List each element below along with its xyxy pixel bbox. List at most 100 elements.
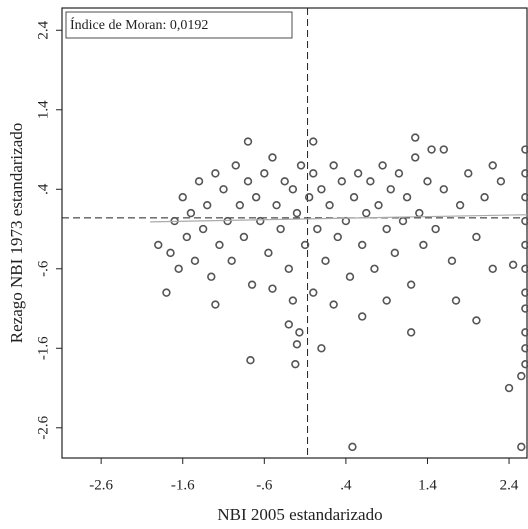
point [295,328,304,337]
point [348,442,357,452]
point [321,256,330,266]
point [521,169,528,178]
y-tick-label: -.6 [35,260,51,277]
point [272,200,281,210]
point [235,200,245,210]
point [521,304,528,313]
point [211,300,220,309]
point [288,185,298,194]
point [508,260,518,270]
point [247,280,257,289]
point [194,177,204,186]
point [349,193,359,202]
point [246,356,255,365]
point [178,193,187,202]
point [317,185,326,194]
point [521,216,528,226]
x-tick-label: -.6 [256,477,273,493]
point [300,240,310,250]
point [374,200,383,210]
point [398,216,408,226]
point [288,296,298,305]
x-tick-label: .4 [340,477,352,493]
point [406,328,416,337]
point [292,208,302,218]
point [402,193,412,202]
point [455,200,465,210]
point [447,256,457,266]
point [431,224,440,234]
y-axis-title: Rezago NBI 1973 estandarizado [7,123,26,343]
point [521,240,528,250]
point [313,224,322,234]
point [386,185,395,194]
point [304,193,314,202]
point [223,216,232,226]
point [504,383,514,393]
point [256,216,265,226]
point [488,264,497,273]
point [439,185,448,194]
point [291,359,300,369]
point [162,288,171,297]
point [243,137,253,146]
point [284,264,293,273]
point [207,272,216,281]
point [284,320,293,329]
point [309,169,318,178]
point [198,224,208,234]
point [296,161,306,170]
point [182,232,192,242]
point [370,264,379,273]
point [211,169,220,178]
point [227,256,236,266]
point [186,208,196,218]
point [488,161,497,170]
point [394,169,404,178]
annotation: Índice de Moran: 0,0192 [70,16,208,33]
point [480,193,489,202]
point [251,193,261,202]
point [358,240,367,250]
point [358,312,367,321]
y-tick-label: -2.6 [35,415,51,439]
point [333,232,342,242]
point [472,232,481,242]
point [260,169,269,178]
point [268,153,277,162]
point [264,248,273,258]
point [464,169,473,178]
plot-frame [61,7,528,459]
y-tick-label: 1.4 [35,100,51,119]
x-tick-label: 1.4 [418,477,437,493]
point [317,344,326,353]
point [419,240,428,250]
point [472,316,481,325]
point [203,200,212,210]
point [521,344,528,353]
point [390,248,400,258]
point [268,284,277,293]
point [154,240,163,250]
point [382,296,391,305]
point [378,161,387,170]
point [517,442,526,452]
point [423,177,432,186]
point [366,177,375,186]
x-tick-label: 2.4 [500,477,519,493]
point [362,208,371,218]
point [411,133,420,142]
point [415,208,424,218]
annotation-box [65,11,293,39]
point [451,296,461,305]
point [521,359,528,369]
x-tick-label: -2.6 [89,477,113,493]
fit-line [150,214,528,223]
y-tick-label: 2.4 [35,20,51,39]
point [345,272,355,281]
point [427,145,436,154]
point [329,300,338,309]
x-tick-label: -1.6 [171,477,195,493]
point [215,240,224,250]
